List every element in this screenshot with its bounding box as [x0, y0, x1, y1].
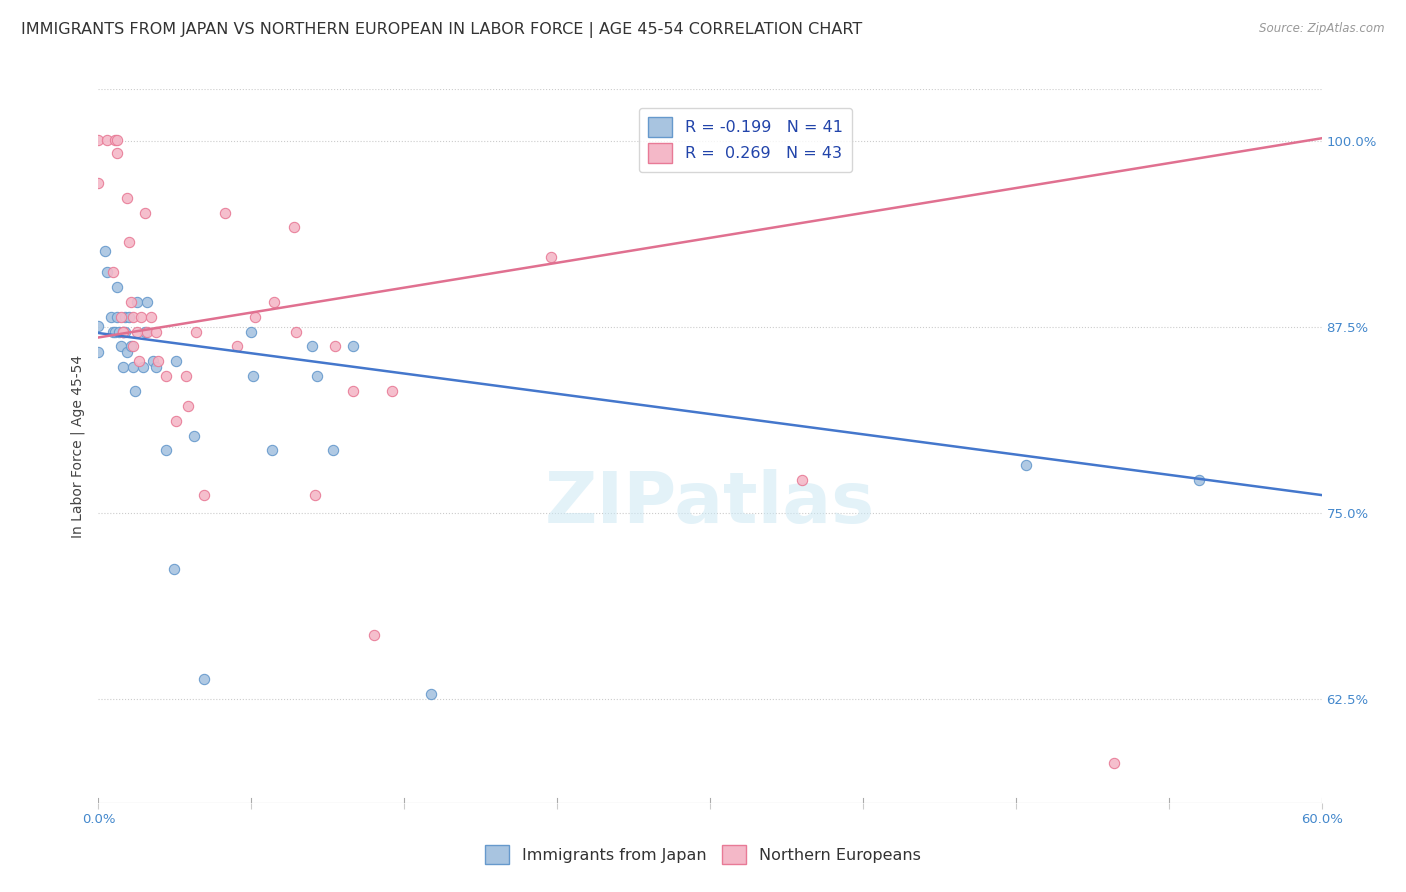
Point [790, 473, 813, 487]
Point [240, 325, 263, 339]
Point [111, 325, 134, 339]
Point [285, 325, 308, 339]
Point [128, 354, 150, 368]
Point [226, 339, 249, 353]
Point [1188, 473, 1211, 487]
Point [136, 325, 159, 339]
Point [134, 325, 156, 339]
Point [163, 562, 186, 576]
Point [110, 339, 132, 353]
Point [145, 325, 167, 339]
Point [110, 310, 132, 324]
Point [342, 384, 364, 398]
Point [105, 133, 128, 147]
Point [129, 310, 152, 324]
Point [134, 205, 156, 219]
Point [132, 360, 155, 375]
Point [305, 369, 328, 384]
Point [108, 325, 131, 339]
Point [93, 244, 115, 259]
Point [155, 443, 177, 458]
Point [96, 133, 118, 147]
Point [122, 360, 145, 375]
Point [114, 325, 136, 339]
Point [193, 673, 215, 687]
Point [283, 220, 305, 235]
Point [146, 354, 169, 368]
Point [381, 384, 404, 398]
Point [165, 354, 187, 368]
Point [363, 628, 385, 642]
Point [263, 294, 285, 309]
Point [101, 325, 124, 339]
Point [260, 443, 283, 458]
Point [141, 310, 163, 324]
Y-axis label: In Labor Force | Age 45-54: In Labor Force | Age 45-54 [70, 354, 86, 538]
Point [87, 133, 110, 147]
Point [105, 146, 128, 161]
Point [105, 310, 128, 324]
Point [122, 310, 145, 324]
Legend: R = -0.199   N = 41, R =  0.269   N = 43: R = -0.199 N = 41, R = 0.269 N = 43 [638, 108, 852, 172]
Point [118, 235, 141, 250]
Point [105, 280, 128, 294]
Point [165, 414, 187, 428]
Point [87, 318, 110, 333]
Point [104, 325, 127, 339]
Point [115, 345, 138, 359]
Point [120, 339, 142, 353]
Point [120, 294, 142, 309]
Point [183, 428, 205, 442]
Text: IMMIGRANTS FROM JAPAN VS NORTHERN EUROPEAN IN LABOR FORCE | AGE 45-54 CORRELATIO: IMMIGRANTS FROM JAPAN VS NORTHERN EUROPE… [21, 22, 862, 38]
Point [419, 687, 441, 701]
Point [111, 325, 134, 339]
Point [136, 294, 159, 309]
Point [242, 369, 264, 384]
Point [155, 369, 177, 384]
Point [245, 310, 267, 324]
Text: ZIPatlas: ZIPatlas [546, 468, 875, 538]
Point [174, 369, 197, 384]
Point [127, 294, 149, 309]
Point [124, 384, 146, 398]
Point [87, 176, 110, 190]
Point [122, 339, 145, 353]
Point [101, 265, 124, 279]
Point [104, 133, 127, 147]
Point [304, 488, 326, 502]
Point [342, 339, 364, 353]
Point [301, 339, 323, 353]
Point [111, 325, 134, 339]
Point [87, 345, 110, 359]
Point [1102, 756, 1125, 770]
Point [96, 265, 118, 279]
Point [100, 310, 122, 324]
Legend: Immigrants from Japan, Northern Europeans: Immigrants from Japan, Northern European… [478, 838, 928, 871]
Point [193, 488, 215, 502]
Point [127, 325, 149, 339]
Point [145, 360, 167, 375]
Point [540, 250, 562, 264]
Point [186, 325, 208, 339]
Point [322, 443, 344, 458]
Point [177, 399, 200, 413]
Point [1015, 458, 1038, 473]
Point [114, 310, 136, 324]
Point [111, 360, 134, 375]
Point [118, 310, 141, 324]
Point [323, 339, 346, 353]
Point [115, 191, 138, 205]
Point [214, 205, 236, 219]
Point [142, 354, 165, 368]
Text: Source: ZipAtlas.com: Source: ZipAtlas.com [1260, 22, 1385, 36]
